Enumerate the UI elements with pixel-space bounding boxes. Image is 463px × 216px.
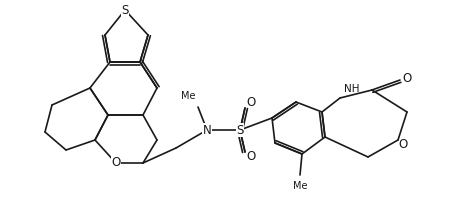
Text: Me: Me xyxy=(181,91,196,101)
Text: O: O xyxy=(246,97,256,110)
Text: O: O xyxy=(402,71,412,84)
Text: NH: NH xyxy=(344,84,359,94)
Text: N: N xyxy=(203,124,212,137)
Text: S: S xyxy=(121,3,129,16)
Text: O: O xyxy=(246,151,256,164)
Text: Me: Me xyxy=(293,181,307,191)
Text: O: O xyxy=(398,138,407,151)
Text: S: S xyxy=(236,124,244,137)
Text: O: O xyxy=(112,157,121,170)
